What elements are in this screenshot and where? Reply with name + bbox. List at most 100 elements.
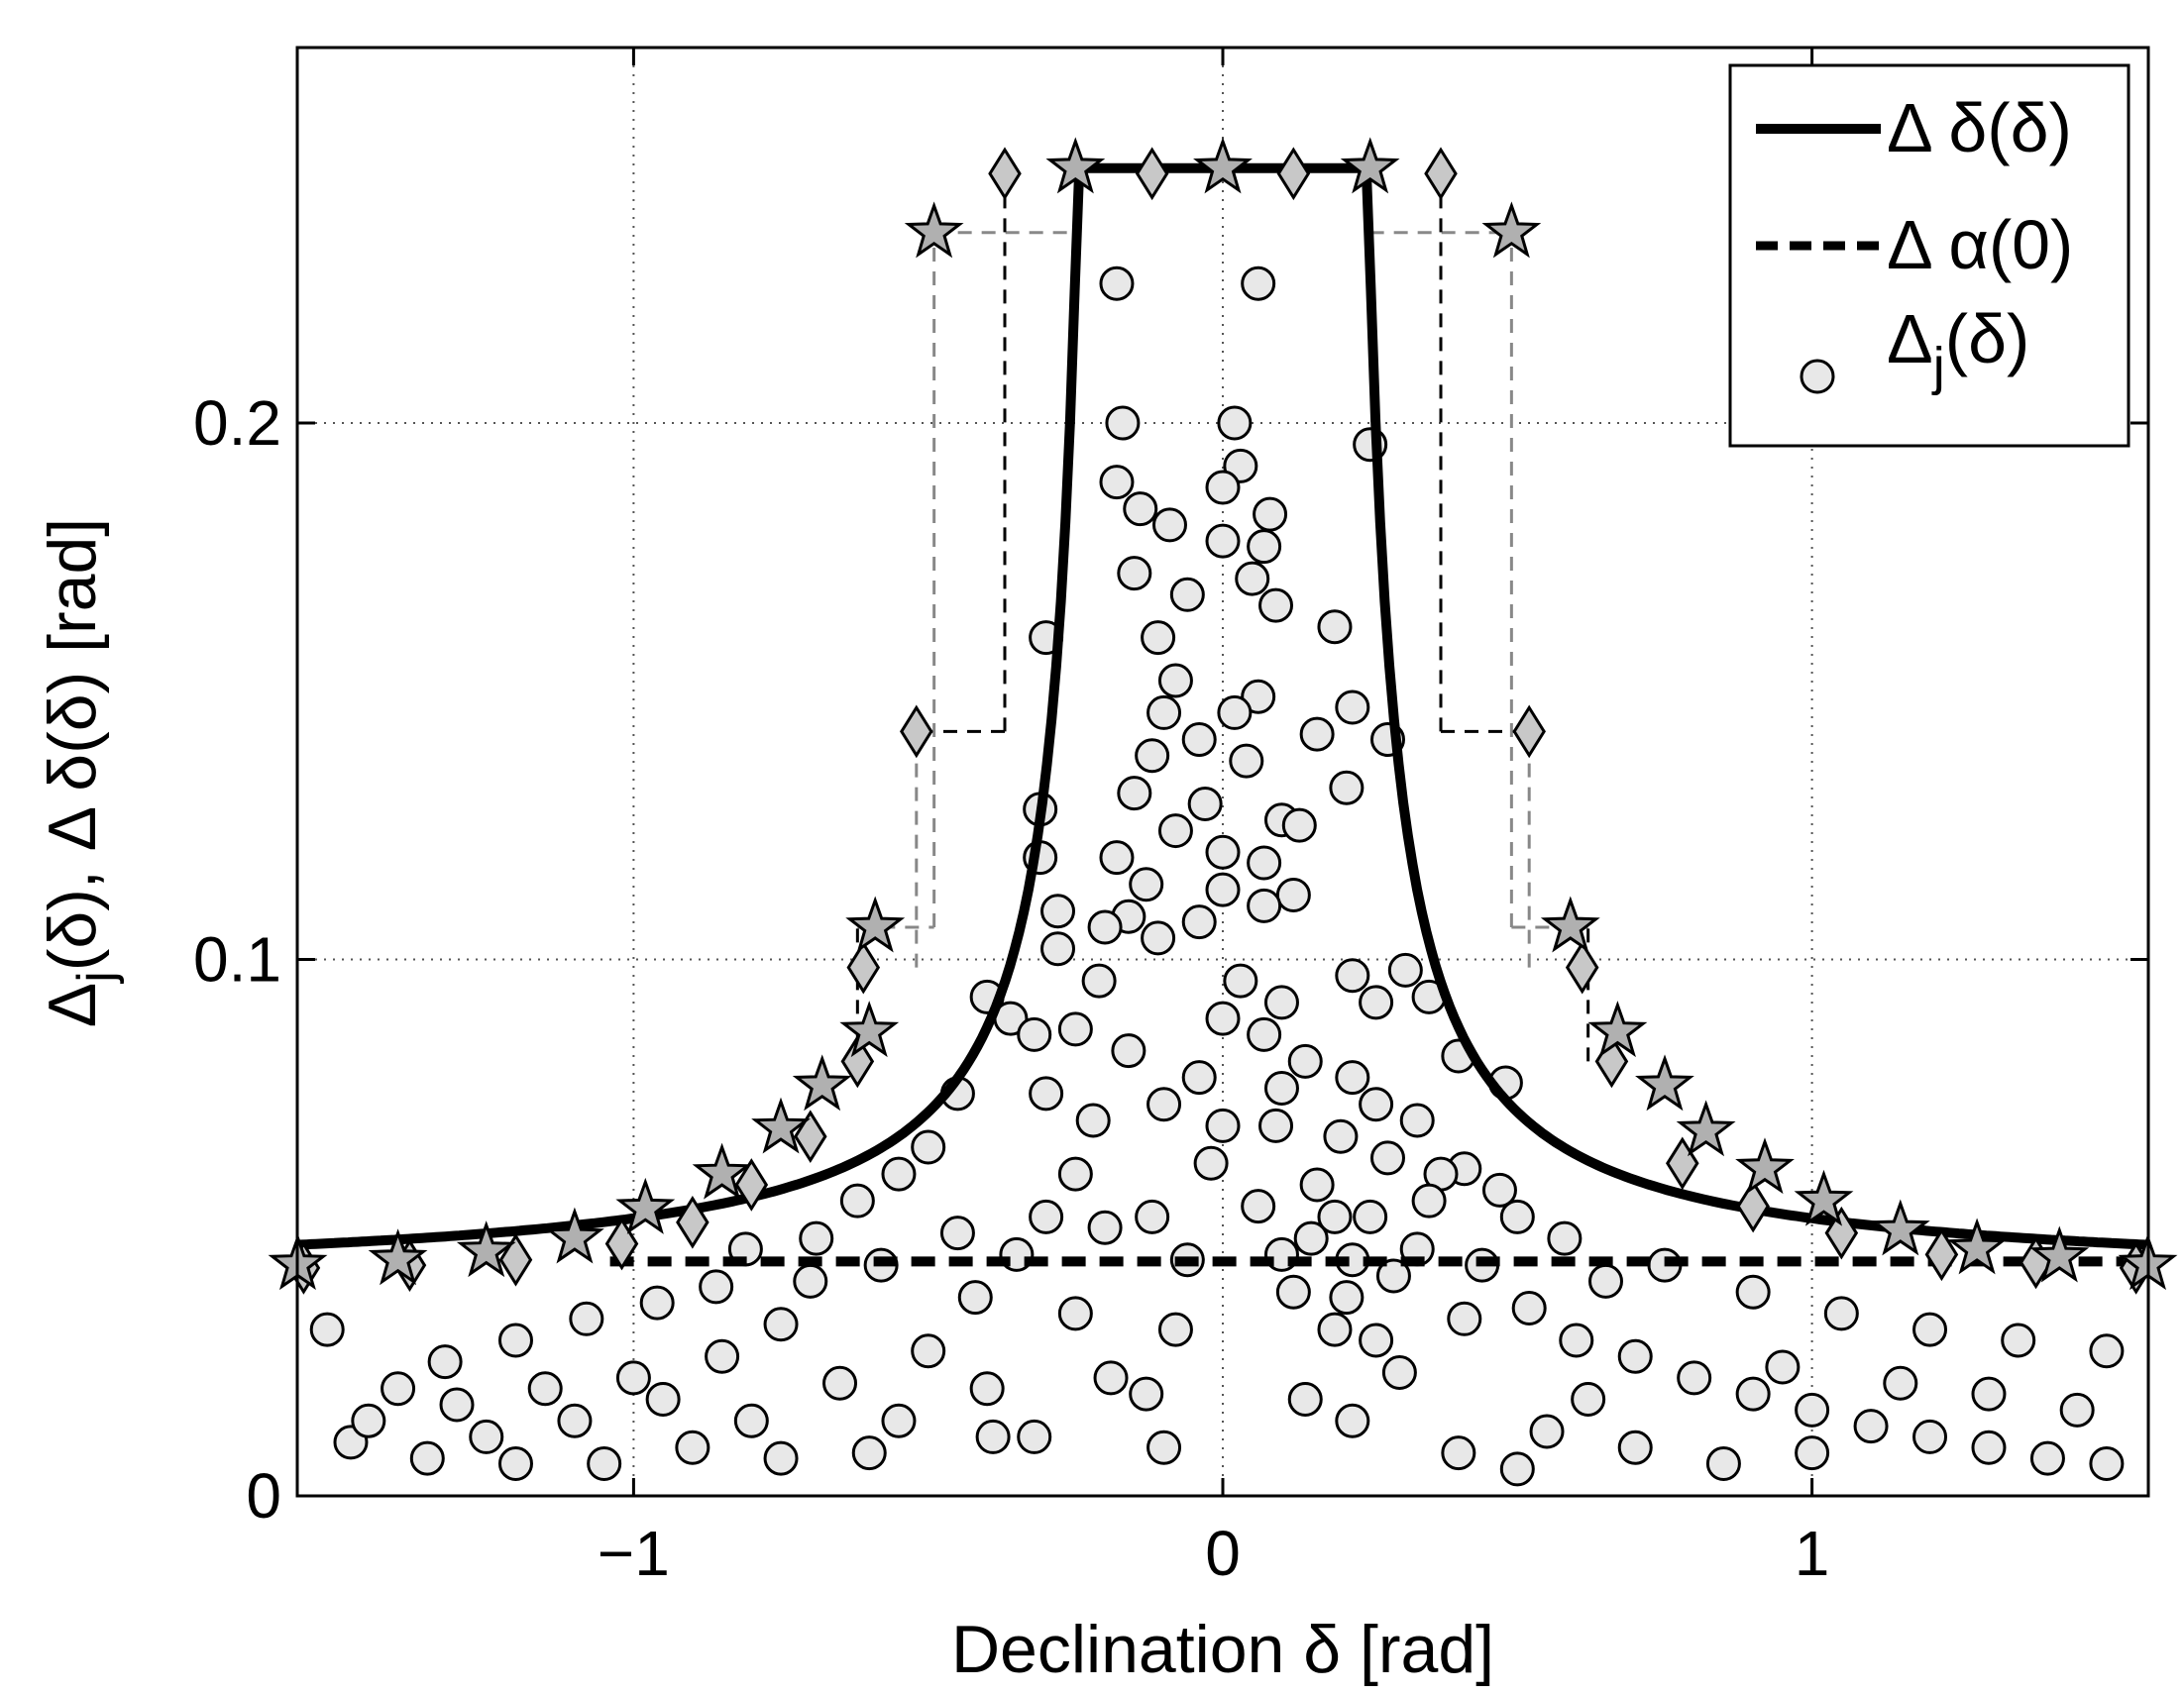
scatter-point — [1387, 952, 1423, 988]
scatter-point — [1241, 1189, 1276, 1224]
scatter-point — [1559, 1323, 1594, 1358]
star-marker — [1481, 201, 1542, 259]
scatter-point — [1299, 1167, 1335, 1203]
scatter-point — [1129, 1376, 1164, 1412]
star-marker — [615, 1177, 676, 1234]
scatter-point — [1335, 689, 1370, 725]
scatter-point — [1381, 1354, 1417, 1390]
star-marker — [845, 896, 906, 953]
scatter-point — [527, 1371, 563, 1407]
scatter-point — [1157, 813, 1193, 849]
scatter-point — [1117, 776, 1152, 811]
diamond-marker — [498, 1232, 533, 1287]
legend: Δ δ(δ) Δ α(0) Δj(δ) — [1728, 63, 2130, 448]
scatter-point — [1040, 894, 1076, 929]
scatter-point — [1141, 620, 1176, 656]
scatter-point — [1147, 1087, 1182, 1122]
legend-label-delta-delta: Δ δ(δ) — [1887, 89, 2072, 166]
scatter-point — [793, 1263, 828, 1299]
scatter-point — [1123, 491, 1158, 527]
star-marker — [456, 1220, 516, 1278]
scatter-point — [1411, 1183, 1447, 1219]
scatter-point — [1499, 1199, 1535, 1234]
star-marker — [1794, 1169, 1854, 1226]
scatter-point — [1057, 1156, 1093, 1192]
scatter-point — [615, 1360, 651, 1396]
scatter-point — [2029, 1440, 2065, 1476]
scatter-point — [1335, 1403, 1370, 1438]
scatter-point — [1275, 1274, 1311, 1310]
scatter-point — [763, 1440, 799, 1476]
scatter-point — [705, 1338, 740, 1374]
diamond-marker — [734, 1158, 769, 1212]
scatter-point — [699, 1269, 734, 1305]
scatter-point — [1547, 1220, 1583, 1256]
scatter-point — [497, 1446, 533, 1482]
diamond-marker — [840, 1034, 875, 1089]
scatter-point — [1263, 1070, 1299, 1106]
scatter-point — [1205, 523, 1241, 559]
star-marker — [1870, 1199, 1930, 1256]
diamond-marker — [676, 1196, 710, 1249]
star-marker — [1193, 137, 1253, 194]
diamond-marker — [1424, 147, 1458, 201]
scatter-point — [881, 1403, 917, 1438]
scatter-point — [1883, 1365, 1918, 1401]
scatter-point — [1217, 405, 1253, 441]
scatter-point — [1017, 1016, 1052, 1052]
scatter-point — [1735, 1274, 1771, 1310]
scatter-point — [1617, 1430, 1653, 1465]
scatter-point — [1247, 845, 1282, 881]
scatter-point — [1147, 694, 1182, 730]
star-marker — [1340, 137, 1400, 194]
scatter-point — [557, 1403, 593, 1438]
y-tick-label: 0.2 — [193, 387, 281, 459]
scatter-point — [1853, 1409, 1889, 1444]
scatter-point — [1795, 1392, 1830, 1428]
scatter-point — [1335, 958, 1370, 994]
scatter-point — [1253, 496, 1288, 532]
scatter-point — [645, 1382, 681, 1418]
scatter-point — [1317, 1199, 1353, 1234]
diamond-marker — [1824, 1206, 1859, 1260]
scatter-point — [1205, 872, 1241, 907]
scatter-point — [569, 1301, 604, 1336]
star-marker — [904, 201, 964, 259]
scatter-point — [1263, 985, 1299, 1020]
scatter-point — [1359, 985, 1394, 1020]
scatter-point — [1129, 867, 1164, 902]
scatter-point — [1317, 609, 1353, 645]
y-tick-label: 0.1 — [193, 924, 281, 996]
legend-label-delta-j: Δj(δ) — [1887, 300, 2029, 396]
scatter-point — [799, 1220, 834, 1256]
scatter-point — [1157, 663, 1193, 698]
scatter-point — [1111, 1033, 1147, 1069]
scatter-point — [1329, 1280, 1365, 1316]
scatter-point — [1735, 1376, 1771, 1412]
scatter-point — [1217, 694, 1253, 730]
scatter-point — [1135, 738, 1170, 774]
star-marker — [1735, 1137, 1795, 1195]
scatter-point — [1359, 1087, 1394, 1122]
scatter-point — [1499, 1451, 1535, 1487]
scatter-point — [1029, 1199, 1064, 1234]
scatter-point — [1258, 1108, 1294, 1143]
scatter-point — [1481, 1172, 1517, 1208]
star-marker — [1540, 896, 1600, 953]
plot-area — [268, 137, 2178, 1487]
scatter-point — [1205, 1108, 1241, 1143]
scatter-point — [1441, 1435, 1476, 1471]
scatter-point — [1971, 1376, 2007, 1412]
scatter-point — [1823, 1296, 1859, 1331]
scatter-point — [1765, 1349, 1801, 1385]
scatter-point — [1912, 1312, 1948, 1347]
scatter-point — [1181, 722, 1217, 758]
scatter-point — [733, 1403, 769, 1438]
scatter-point — [939, 1216, 975, 1251]
diamond-marker — [1276, 147, 1311, 201]
scatter-point — [1205, 834, 1241, 870]
scatter-point — [1399, 1103, 1435, 1138]
y-tick-label: 0 — [246, 1460, 281, 1532]
scatter-point — [1617, 1338, 1653, 1374]
diamond-marker — [1924, 1227, 1959, 1282]
